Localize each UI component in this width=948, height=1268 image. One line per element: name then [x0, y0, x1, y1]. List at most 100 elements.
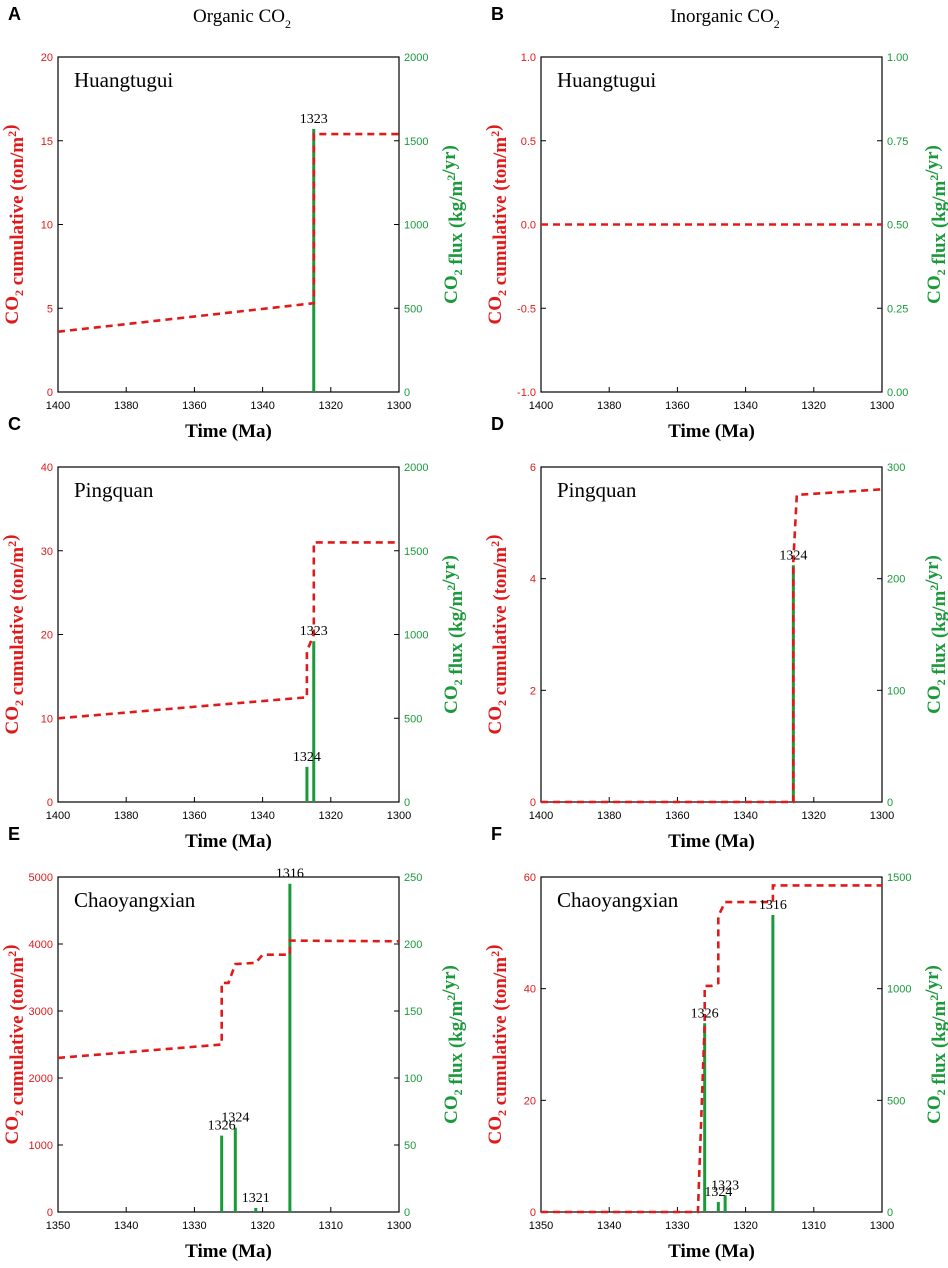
- y-left-tick-label: 0.0: [521, 220, 536, 232]
- y-right-axis-label: CO2 flux (kg/m2/yr): [922, 145, 948, 304]
- y-right-tick-label: 500: [404, 303, 422, 315]
- panel-letter: A: [8, 4, 21, 24]
- x-tick-label: 1320: [733, 1220, 757, 1232]
- x-axis-label: Time (Ma): [668, 1241, 755, 1262]
- y-right-axis-label: CO2 flux (kg/m2/yr): [922, 965, 948, 1124]
- flux-bar-label: 1316: [276, 867, 304, 882]
- y-left-tick-label: 0: [47, 387, 53, 399]
- x-tick-label: 1380: [114, 810, 138, 822]
- panel-E: E Chaoyangxian 1350 1340 1330 1320 1310 1300 Tim…: [0, 824, 467, 1262]
- station-name: Huangtugui: [74, 68, 173, 92]
- x-axis-label: Time (Ma): [185, 421, 272, 442]
- y-left-tick-label: 10: [41, 713, 53, 725]
- flux-bar-label: 1323: [711, 1178, 739, 1193]
- x-tick-label: 1340: [114, 1220, 138, 1232]
- x-tick-label: 1330: [182, 1220, 206, 1232]
- x-tick-label: 1340: [250, 810, 274, 822]
- y-right-tick-label: 0.25: [887, 303, 908, 315]
- y-left-tick-label: 15: [41, 136, 53, 148]
- x-tick-label: 1400: [529, 400, 553, 412]
- y-left-axis-label: CO2 cumulative (ton/m2): [483, 125, 511, 325]
- y-right-tick-label: 2000: [404, 462, 428, 474]
- column-title-organic: Organic CO2: [193, 6, 291, 31]
- flux-bar-label: 1321: [242, 1191, 270, 1206]
- x-tick-label: 1340: [250, 400, 274, 412]
- y-right-tick-label: 0.75: [887, 136, 908, 148]
- x-tick-label: 1300: [870, 810, 894, 822]
- x-tick-label: 1320: [250, 1220, 274, 1232]
- flux-bar-label: 1326: [208, 1119, 236, 1134]
- y-right-tick-label: 0: [404, 387, 410, 399]
- y-right-tick-label: 1500: [887, 872, 911, 884]
- y-left-axis-label: CO2 cumulative (ton/m2): [0, 535, 28, 735]
- y-right-tick-label: 150: [404, 1006, 422, 1018]
- y-left-tick-label: 6: [530, 462, 536, 474]
- y-right-tick-label: 50: [404, 1140, 416, 1152]
- y-left-axis-label: CO2 cumulative (ton/m2): [483, 535, 511, 735]
- y-right-axis-label: CO2 flux (kg/m2/yr): [439, 555, 467, 714]
- x-tick-label: 1300: [387, 1220, 411, 1232]
- flux-bar-label: 1324: [704, 1185, 732, 1200]
- x-tick-label: 1360: [182, 810, 206, 822]
- x-tick-label: 1320: [319, 400, 343, 412]
- y-right-tick-label: 1.00: [887, 52, 908, 64]
- y-right-tick-label: 1000: [887, 984, 911, 996]
- station-name: Pingquan: [557, 478, 637, 502]
- x-tick-label: 1320: [802, 400, 826, 412]
- x-tick-label: 1330: [665, 1220, 689, 1232]
- station-name: Chaoyangxian: [557, 888, 679, 912]
- x-tick-label: 1300: [387, 810, 411, 822]
- x-tick-label: 1320: [802, 810, 826, 822]
- column-title-inorganic: Inorganic CO2: [670, 6, 780, 31]
- x-tick-label: 1310: [802, 1220, 826, 1232]
- panel-letter: C: [8, 414, 21, 434]
- y-right-tick-label: 0: [404, 1207, 410, 1219]
- x-tick-label: 1320: [319, 810, 343, 822]
- y-left-tick-label: 4: [530, 574, 536, 586]
- plot-frame: [57, 876, 400, 1213]
- x-axis-label: Time (Ma): [185, 831, 272, 852]
- cumulative-line: [57, 132, 399, 333]
- station-name: Chaoyangxian: [74, 888, 196, 912]
- x-tick-label: 1380: [114, 400, 138, 412]
- y-right-tick-label: 1000: [404, 630, 428, 642]
- y-left-tick-label: 20: [524, 1095, 536, 1107]
- y-right-tick-label: 500: [404, 713, 422, 725]
- panel-C: C Pingquan 1400 1380 1360 1340 1320 1300 Time (M…: [0, 414, 467, 852]
- x-tick-label: 1380: [597, 810, 621, 822]
- panel-D: D Pingquan 1400 1380 1360 1340 1320 1300 Time (M…: [483, 414, 948, 852]
- cumulative-line: [57, 541, 399, 720]
- x-tick-label: 1400: [46, 810, 70, 822]
- flux-bar-label: 1323: [300, 624, 328, 639]
- y-right-tick-label: 1500: [404, 136, 428, 148]
- station-name: Pingquan: [74, 478, 154, 502]
- y-right-tick-label: 2000: [404, 52, 428, 64]
- y-left-tick-label: 5000: [29, 872, 53, 884]
- x-tick-label: 1340: [733, 810, 757, 822]
- y-left-tick-label: -0.5: [517, 303, 536, 315]
- plot-frame: [57, 466, 400, 803]
- y-right-axis-label: CO2 flux (kg/m2/yr): [922, 555, 948, 714]
- x-tick-label: 1400: [529, 810, 553, 822]
- x-tick-label: 1350: [529, 1220, 553, 1232]
- y-right-axis-label: CO2 flux (kg/m2/yr): [439, 965, 467, 1124]
- x-tick-label: 1310: [319, 1220, 343, 1232]
- flux-bar-label: 1324: [293, 750, 321, 765]
- x-tick-label: 1400: [46, 400, 70, 412]
- y-right-tick-label: 0: [887, 1207, 893, 1219]
- panel-letter: B: [491, 4, 504, 24]
- y-left-tick-label: 4000: [29, 939, 53, 951]
- cumulative-line: [541, 488, 883, 804]
- y-left-tick-label: 0: [530, 797, 536, 809]
- y-left-tick-label: 40: [524, 984, 536, 996]
- x-tick-label: 1340: [597, 1220, 621, 1232]
- y-left-tick-label: 0: [47, 1207, 53, 1219]
- y-left-tick-label: 2: [530, 685, 536, 697]
- cumulative-line: [57, 939, 400, 1060]
- y-left-axis-label: CO2 cumulative (ton/m2): [0, 125, 28, 325]
- flux-bar-label: 1323: [300, 112, 328, 127]
- y-left-tick-label: 5: [47, 303, 53, 315]
- x-tick-label: 1360: [182, 400, 206, 412]
- y-right-tick-label: 500: [887, 1095, 905, 1107]
- x-tick-label: 1350: [46, 1220, 70, 1232]
